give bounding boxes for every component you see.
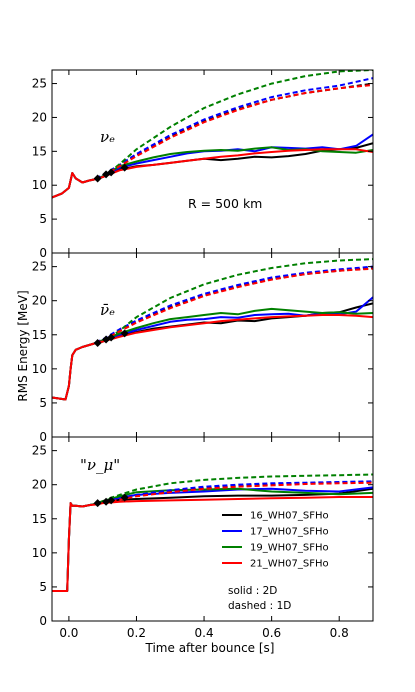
- y-tick-label: 20: [32, 110, 47, 124]
- panel-label-1: νₑ: [100, 128, 115, 146]
- plot-area: [52, 70, 373, 199]
- style-note-dashed: dashed : 1D: [228, 600, 291, 612]
- series-line-19_WH07_SFHo-dashed: [108, 70, 373, 174]
- series-line-16_WH07_SFHo-dashed: [95, 82, 373, 180]
- y-tick-label: 20: [32, 294, 47, 308]
- y-tick-label: 10: [32, 178, 47, 192]
- series-line-21_WH07_SFHo-solid: [52, 314, 373, 401]
- radius-annotation: R = 500 km: [188, 196, 262, 211]
- diamond-marker: [107, 333, 116, 342]
- series-line-17_WH07_SFHo-dashed: [95, 265, 373, 344]
- style-note-solid: solid : 2D: [228, 585, 277, 597]
- x-tick-label: 0.6: [262, 626, 281, 640]
- series-line-21_WH07_SFHo-dashed: [95, 267, 373, 344]
- legend: 16_WH07_SFHo 17_WH07_SFHo 19_WH07_SFHo 21_W…: [222, 511, 329, 570]
- series-line-17_WH07_SFHo-dashed: [95, 77, 373, 180]
- y-tick-label: 15: [32, 328, 47, 342]
- x-axis-title: Time after bounce [s]: [145, 641, 275, 655]
- y-tick-label: 15: [32, 144, 47, 158]
- y-tick-label: 25: [32, 77, 47, 91]
- diamond-marker: [120, 493, 129, 502]
- x-tick-label: 0.2: [127, 626, 146, 640]
- x-tick-label: 0.8: [330, 626, 349, 640]
- series-line-19_WH07_SFHo-solid: [52, 146, 373, 199]
- diamond-marker: [120, 329, 129, 338]
- series-line-21_WH07_SFHo-solid: [52, 148, 373, 199]
- panel-label-3: "ν_μ": [80, 456, 120, 474]
- y-tick-label: 0: [39, 246, 47, 260]
- panel-2: 0 5 10 15 20 25 ν̄ₑ: [32, 252, 374, 444]
- diamond-marker: [107, 496, 116, 505]
- panels-layer: 0 5 10 15 20 25 νₑ 0 5 10 15 20 25 ν̄ₑ 0 5 10 15 20 25 0.0 0.…: [32, 69, 374, 640]
- diamond-marker: [93, 499, 102, 508]
- y-tick-label: 15: [32, 512, 47, 526]
- panel-label-2: ν̄ₑ: [100, 301, 115, 319]
- panel-3: 0 5 10 15 20 25 0.0 0.2 0.4 0.6 0.8 "ν_μ": [32, 436, 374, 640]
- legend-label-17_WH07_SFHo: 17_WH07_SFHo: [250, 527, 329, 538]
- y-tick-label: 5: [39, 580, 47, 594]
- diamond-marker: [93, 338, 102, 347]
- legend-label-19_WH07_SFHo: 19_WH07_SFHo: [250, 543, 329, 554]
- y-axis-title: RMS Energy [MeV]: [16, 290, 30, 401]
- y-tick-label: 10: [32, 546, 47, 560]
- x-tick-label: 0.4: [195, 626, 214, 640]
- panel-1: 0 5 10 15 20 25 νₑ: [32, 69, 374, 260]
- series-line-21_WH07_SFHo-dashed: [95, 83, 373, 181]
- plot-area: [52, 258, 373, 401]
- y-tick-label: 5: [39, 212, 47, 226]
- panel-frame: [51, 252, 374, 438]
- y-tick-label: 20: [32, 478, 47, 492]
- diamond-marker: [107, 168, 116, 177]
- y-tick-label: 5: [39, 396, 47, 410]
- diamond-marker: [93, 174, 102, 183]
- y-tick-label: 25: [32, 260, 47, 274]
- panel-frame: [51, 69, 374, 254]
- diamond-marker: [120, 163, 129, 172]
- legend-label-21_WH07_SFHo: 21_WH07_SFHo: [250, 559, 329, 570]
- legend-label-16_WH07_SFHo: 16_WH07_SFHo: [250, 511, 329, 522]
- y-tick-label: 0: [39, 430, 47, 444]
- x-tick-label: 0.0: [59, 626, 78, 640]
- y-tick-label: 25: [32, 444, 47, 458]
- panel-frame: [51, 436, 374, 622]
- y-tick-label: 10: [32, 362, 47, 376]
- y-tick-label: 0: [39, 614, 47, 628]
- plot-area: [52, 473, 373, 592]
- series-line-19_WH07_SFHo-dashed: [109, 473, 373, 500]
